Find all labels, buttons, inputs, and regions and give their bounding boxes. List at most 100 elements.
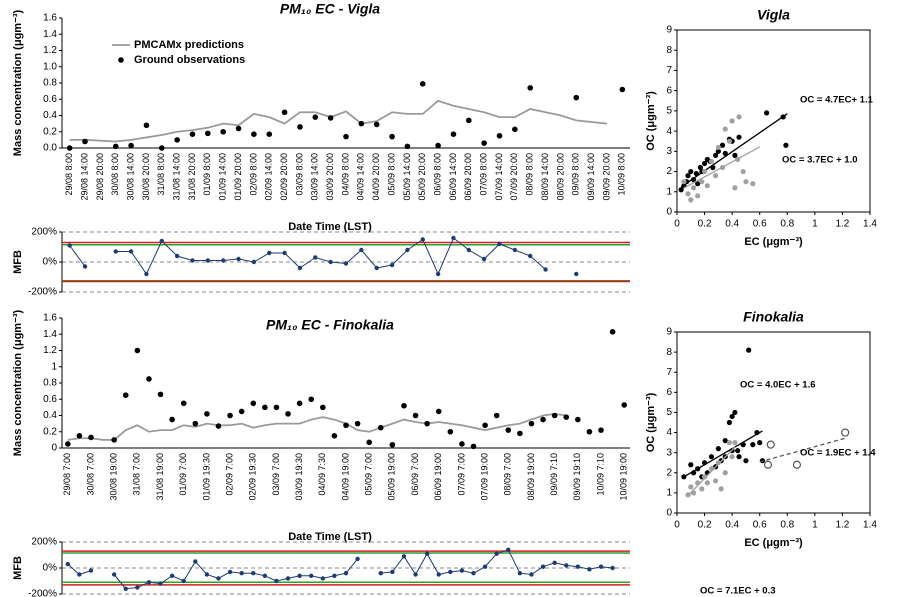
observation-point <box>204 411 210 417</box>
chart-title: PM₁₀ EC - Vigla <box>280 1 380 17</box>
mfb-point <box>113 249 118 254</box>
x-tick-label: 01/09 7:00 <box>178 453 188 496</box>
mfb-point <box>274 578 279 584</box>
observation-point <box>404 143 411 150</box>
mfb-point <box>378 571 383 576</box>
scatter-point <box>743 179 749 185</box>
x-tick-label: 08/09 8:00 <box>525 153 535 196</box>
y-tick-label: 2 <box>666 467 672 478</box>
fit-equation: OC = 7.1EC + 0.3 <box>700 586 776 597</box>
legend-swatch <box>118 57 124 63</box>
scatter-point <box>841 428 850 437</box>
scatter-point <box>688 168 694 175</box>
x-tick-label: 0.8 <box>780 219 794 230</box>
y-tick-label: 0.4 <box>43 410 57 421</box>
mfb-point <box>552 560 557 565</box>
mfb-point <box>482 564 488 569</box>
scatter-point <box>746 347 752 353</box>
legend-label: PMCAMx predictions <box>134 39 244 51</box>
mfb-point <box>67 243 72 248</box>
observation-point <box>128 142 134 149</box>
mfb-point <box>135 585 140 590</box>
observation-point <box>235 125 242 132</box>
mfb-point <box>413 572 418 577</box>
scatter-point <box>732 440 738 446</box>
x-tick-label: 0.6 <box>753 219 767 230</box>
mfb-point <box>405 247 410 253</box>
y-tick-label: 1 <box>51 361 57 372</box>
scatter-point <box>722 438 728 444</box>
x-tick-label: 08/09 19:00 <box>526 453 536 501</box>
scatter-point <box>766 440 775 449</box>
x-axis-label: Date Time (LST) <box>288 531 372 543</box>
x-tick-label: 10/09 19:00 <box>619 453 629 501</box>
y-tick-label: 3 <box>666 447 672 458</box>
scatter-point <box>681 179 687 185</box>
mfb-point <box>543 267 548 272</box>
scatter-point <box>701 160 708 167</box>
x-tick-label: 1.2 <box>835 219 849 230</box>
mfb-point <box>529 572 534 577</box>
observation-point <box>266 131 273 137</box>
fit-line <box>683 430 763 478</box>
fit-equation: OC = 1.9EC + 1.4 <box>800 448 876 459</box>
scatter-point <box>695 193 701 199</box>
x-tick-label: 07/09 14:00 <box>494 153 504 201</box>
x-tick-label: 30/08 19:00 <box>109 453 119 501</box>
observation-point <box>285 411 291 417</box>
scatter-point <box>715 144 721 150</box>
y-tick-label: 1.4 <box>43 329 57 340</box>
y-axis-label: MFB <box>12 556 24 580</box>
y-tick-label: 200% <box>31 537 57 548</box>
scatter-point <box>792 460 802 469</box>
scatter-point <box>713 152 719 158</box>
y-tick-label: 0% <box>43 257 58 268</box>
x-tick-label: 1.4 <box>863 219 877 230</box>
x-tick-label: 01/09 14:00 <box>218 153 228 201</box>
scatter-point <box>729 413 735 420</box>
y-tick-label: 8 <box>666 45 672 56</box>
mfb-point <box>343 571 349 576</box>
y-tick-label: 0 <box>666 207 672 218</box>
x-tick-label: 0.2 <box>698 219 712 230</box>
observation-point <box>573 94 580 101</box>
x-tick-label: 08/09 7:00 <box>503 453 513 496</box>
x-tick-label: 02/09 20:00 <box>279 153 289 201</box>
x-tick-label: 03/09 19:30 <box>294 453 304 501</box>
observation-point <box>273 404 280 411</box>
mfb-point <box>451 235 456 241</box>
x-axis-label: Date Time (LST) <box>288 221 372 233</box>
scatter-point <box>715 460 721 466</box>
observation-point <box>238 408 245 415</box>
scatter-point <box>750 442 756 448</box>
x-tick-label: 03/09 20:00 <box>325 153 335 201</box>
scatter-point <box>757 440 763 446</box>
x-tick-label: 0.4 <box>725 520 739 531</box>
observation-point <box>598 427 604 433</box>
observation-point <box>157 391 164 398</box>
scatter-point <box>729 454 735 460</box>
mfb-point <box>193 559 198 564</box>
observation-point <box>281 109 288 116</box>
observation-point <box>621 402 628 408</box>
observation-point <box>158 145 165 151</box>
mfb-point <box>169 573 175 578</box>
mfb-point <box>111 572 117 577</box>
mfb-point <box>448 569 453 575</box>
scatter-point <box>722 150 728 156</box>
observation-point <box>447 428 454 435</box>
observation-point <box>528 420 535 427</box>
prediction-line <box>69 99 608 143</box>
scatter-point <box>740 168 746 175</box>
observation-point <box>251 131 257 137</box>
x-tick-label: 29/08 8:00 <box>64 153 74 196</box>
mfb-point <box>181 578 186 584</box>
x-tick-label: 1.4 <box>863 520 877 531</box>
observation-point <box>143 122 150 129</box>
observation-point <box>435 142 441 149</box>
mfb-point <box>528 253 533 259</box>
observation-point <box>512 126 518 133</box>
mfb-point <box>146 580 152 585</box>
mfb-point <box>389 262 395 268</box>
x-tick-label: 01/09 8:00 <box>202 153 212 196</box>
